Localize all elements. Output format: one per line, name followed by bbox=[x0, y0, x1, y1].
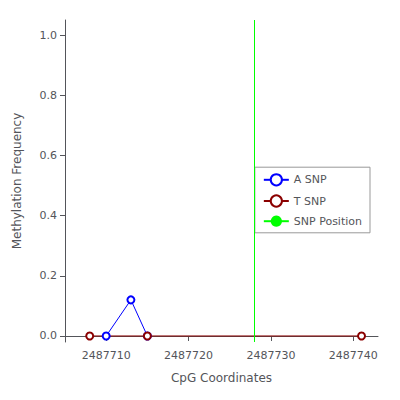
svg-text:2487720: 2487720 bbox=[164, 349, 213, 362]
svg-text:0.6: 0.6 bbox=[40, 149, 58, 162]
svg-text:2487730: 2487730 bbox=[246, 349, 295, 362]
svg-text:0.4: 0.4 bbox=[40, 209, 58, 222]
svg-text:0.0: 0.0 bbox=[40, 329, 58, 342]
svg-text:1.0: 1.0 bbox=[40, 29, 58, 42]
svg-text:0.2: 0.2 bbox=[40, 269, 58, 282]
svg-text:T SNP: T SNP bbox=[293, 195, 326, 208]
svg-text:2487710: 2487710 bbox=[82, 349, 131, 362]
svg-text:CpG Coordinates: CpG Coordinates bbox=[171, 371, 272, 385]
svg-text:0.8: 0.8 bbox=[40, 89, 58, 102]
svg-text:A SNP: A SNP bbox=[294, 173, 327, 186]
svg-text:SNP Position: SNP Position bbox=[294, 215, 362, 228]
svg-text:Methylation Frequency: Methylation Frequency bbox=[10, 113, 24, 250]
svg-text:2487740: 2487740 bbox=[329, 349, 378, 362]
